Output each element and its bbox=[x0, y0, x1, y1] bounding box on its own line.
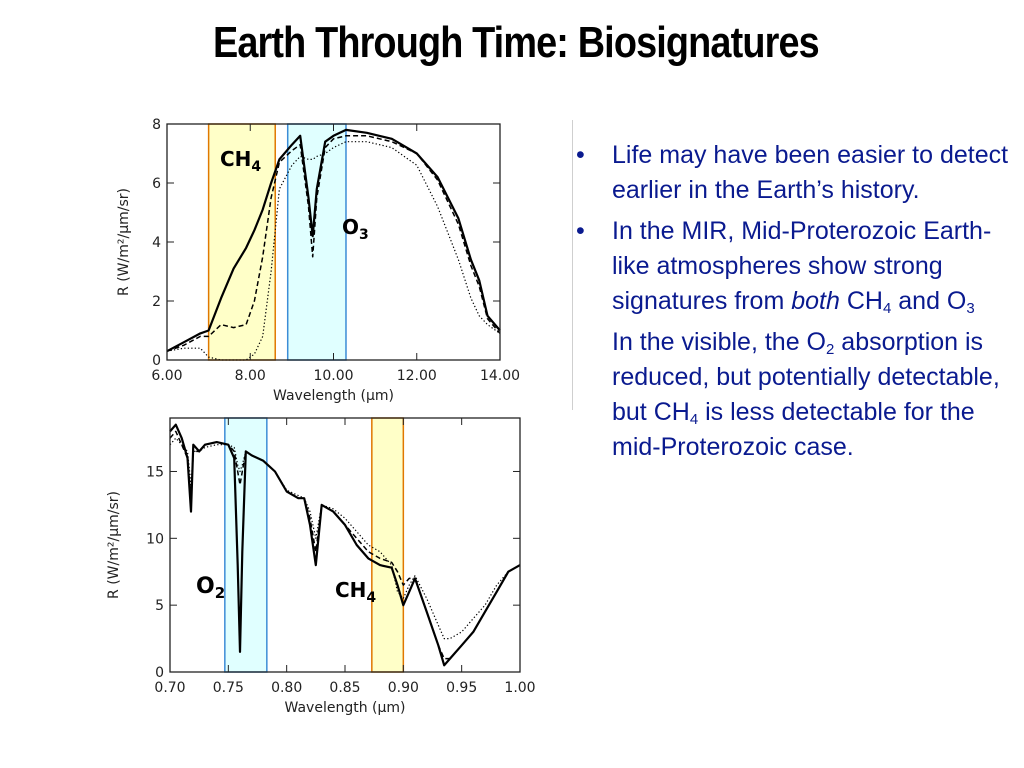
y-tick-label: 0 bbox=[155, 665, 164, 681]
series-dashed bbox=[166, 135, 501, 352]
x-tick-label: 14.00 bbox=[480, 368, 520, 384]
bullet-item: • Life may have been easier to detect ear… bbox=[572, 138, 1012, 208]
bullet-text: Life may have been easier to detect earl… bbox=[612, 141, 1009, 204]
bullet-text: and O bbox=[891, 287, 967, 315]
x-tick-label: 0.95 bbox=[446, 680, 477, 696]
y-tick-label: 10 bbox=[146, 531, 164, 547]
bullet-text: 4 bbox=[689, 411, 699, 428]
x-tick-label: 0.75 bbox=[213, 680, 244, 696]
x-tick-label: 0.85 bbox=[329, 680, 360, 696]
absorption-band bbox=[371, 417, 405, 673]
y-tick-label: 6 bbox=[152, 176, 161, 192]
series-dotted bbox=[166, 141, 501, 361]
slide-title: Earth Through Time: Biosignatures bbox=[212, 18, 820, 67]
bullet-text: In the visible, the O bbox=[612, 328, 827, 356]
bullet-text: absorption is reduced, but potentially d… bbox=[612, 328, 1000, 426]
bullet-text: 2 bbox=[826, 341, 835, 358]
band-label: O2 bbox=[196, 574, 225, 602]
x-tick-label: 10.00 bbox=[313, 368, 353, 384]
absorption-band bbox=[286, 123, 347, 361]
x-tick-label: 12.00 bbox=[397, 368, 437, 384]
bullet-text: 3 bbox=[966, 300, 975, 317]
y-tick-label: 0 bbox=[152, 353, 161, 369]
series-solid bbox=[169, 423, 521, 667]
band-label: CH4 bbox=[335, 578, 376, 606]
y-tick-label: 8 bbox=[152, 117, 161, 133]
bullet-text: In the MIR, Mid-Proterozoic Earth-like a… bbox=[612, 217, 992, 315]
y-tick-label: 2 bbox=[152, 294, 161, 310]
visible-spectrum-chart: 0.70 0.75 0.80 0.85 0.90 0.95 1.00 0 5 10 15 Wavele… bbox=[106, 417, 536, 716]
divider bbox=[572, 120, 573, 410]
y-axis-label: R (W/m²/μm/sr) bbox=[106, 491, 122, 599]
x-tick-label: 0.70 bbox=[154, 680, 185, 696]
band-label: CH4 bbox=[220, 147, 261, 175]
series-dashed bbox=[169, 430, 521, 660]
x-axis-label: Wavelength (μm) bbox=[273, 388, 394, 404]
bullet-text: is less detectable for the mid-Proterozo… bbox=[612, 398, 975, 461]
x-tick-label: 0.90 bbox=[388, 680, 419, 696]
plot-frame bbox=[169, 417, 521, 673]
y-axis-label: R (W/m²/μm/sr) bbox=[116, 188, 132, 296]
bullet-list: • Life may have been easier to detect ear… bbox=[572, 138, 1012, 471]
y-tick-label: 4 bbox=[152, 235, 161, 251]
mir-spectrum-chart: 6.00 8.00 10.00 12.00 14.00 0 2 4 6 8 Wavelength (… bbox=[116, 117, 520, 404]
band-label: O3 bbox=[342, 215, 369, 243]
series-solid bbox=[166, 128, 501, 353]
bullet-text: both bbox=[791, 287, 840, 315]
bullet-marker: • bbox=[576, 217, 585, 245]
bullet-text: CH bbox=[839, 287, 883, 315]
x-axis-label: Wavelength (μm) bbox=[285, 700, 406, 716]
x-tick-label: 0.80 bbox=[271, 680, 302, 696]
series-dotted bbox=[169, 437, 521, 640]
x-tick-label: 1.00 bbox=[504, 680, 535, 696]
bullet-marker: • bbox=[576, 141, 585, 169]
x-tick-label: 8.00 bbox=[235, 368, 266, 384]
bullet-text: 4 bbox=[882, 300, 892, 317]
y-tick-label: 5 bbox=[155, 598, 164, 614]
x-tick-label: 6.00 bbox=[151, 368, 182, 384]
y-tick-label: 15 bbox=[146, 464, 164, 480]
bullet-item: In the visible, the O2 absorption is red… bbox=[572, 325, 1012, 465]
bullet-item: • In the MIR, Mid-Proterozoic Earth-like … bbox=[572, 214, 1012, 319]
